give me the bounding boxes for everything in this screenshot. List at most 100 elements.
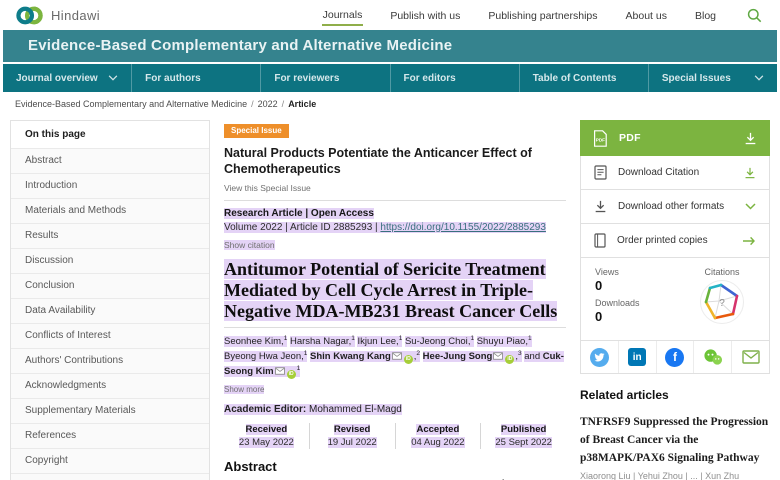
toc-item-conclusion[interactable]: Conclusion (11, 274, 209, 299)
share-linkedin-button[interactable]: in (617, 341, 656, 373)
email-author-icon[interactable] (391, 352, 402, 360)
breadcrumb: Evidence-Based Complementary and Alterna… (0, 92, 780, 114)
journal-title-banner: Evidence-Based Complementary and Alterna… (3, 30, 777, 62)
order-printed-copies-button[interactable]: Order printed copies (580, 224, 770, 258)
date-label: Accepted (416, 424, 460, 436)
orcid-icon[interactable]: iD (505, 355, 515, 364)
toc-item-related-articles[interactable]: Related Articles (11, 474, 209, 480)
related-article-title[interactable]: TNFRSF9 Suppressed the Progression of Br… (580, 416, 769, 464)
journal-title[interactable]: Evidence-Based Complementary and Alterna… (28, 37, 453, 54)
toc-header: On this page (11, 121, 209, 149)
content-area: On this page Abstract Introduction Materia… (0, 114, 780, 480)
author-su-jeong-choi[interactable]: Su-Jeong Choi,1 (404, 335, 475, 348)
doi-link[interactable]: https://doi.org/10.1155/2022/2885293 (380, 221, 546, 233)
toc-item-abstract[interactable]: Abstract (11, 149, 209, 174)
search-button[interactable] (747, 8, 762, 23)
author-ikjun-lee[interactable]: Ikjun Lee,1 (357, 335, 403, 348)
special-issue-title[interactable]: Natural Products Potentiate the Anticanc… (224, 146, 532, 177)
share-wechat-button[interactable] (693, 341, 731, 373)
orcid-icon[interactable]: iD (403, 355, 413, 364)
journal-nav-label: Special Issues (661, 72, 731, 84)
topnav-item-journals[interactable]: Journals (321, 5, 364, 26)
toc-item-copyright[interactable]: Copyright (11, 449, 209, 474)
email-author-icon[interactable] (493, 352, 504, 360)
breadcrumb-separator: / (281, 99, 285, 109)
journal-nav-label: Journal overview (16, 72, 98, 84)
journal-nav-for-editors[interactable]: For editors (389, 64, 519, 92)
related-article-authors: Xiaorong Liu | Yehui Zhou | ... | Xun Zh… (580, 471, 740, 480)
show-more-link[interactable]: Show more (224, 385, 265, 395)
dimensions-citation-badge[interactable]: ? (699, 279, 745, 330)
article-id-line: Volume 2022 | Article ID 2885293 | https… (224, 221, 566, 233)
topnav-item-about-us[interactable]: About us (625, 9, 667, 22)
breadcrumb-link[interactable]: 2022 (257, 99, 278, 109)
date-accepted: Accepted 04 Aug 2022 (394, 423, 481, 450)
date-value: 25 Sept 2022 (495, 437, 552, 449)
journal-nav-table-of-contents[interactable]: Table of Contents (518, 64, 648, 92)
toc-item-acknowledgments[interactable]: Acknowledgments (11, 374, 209, 399)
date-label: Received (245, 424, 288, 436)
breadcrumb-link[interactable]: Evidence-Based Complementary and Alterna… (15, 99, 248, 109)
share-email-button[interactable] (731, 341, 769, 373)
topnav-item-publishing-partnerships[interactable]: Publishing partnerships (488, 9, 598, 22)
academic-editor-name[interactable]: Mohammed El-Magd (309, 404, 402, 416)
download-citation-button[interactable]: Download Citation (580, 156, 770, 190)
author-harsha-nagar[interactable]: Harsha Nagar,1 (289, 335, 355, 348)
book-icon (594, 233, 606, 248)
topnav-item-blog[interactable]: Blog (694, 9, 716, 22)
order-printed-copies-label: Order printed copies (617, 235, 708, 246)
show-citation-link[interactable]: Show citation (224, 239, 275, 250)
toc-item-references[interactable]: References (11, 424, 209, 449)
author-hee-jung-song[interactable]: Hee-Jung Song iD ,3 (422, 349, 522, 364)
facebook-icon: f (665, 347, 685, 367)
on-this-page-sidebar: On this page Abstract Introduction Materia… (10, 120, 210, 480)
journal-nav-for-reviewers[interactable]: For reviewers (260, 64, 389, 92)
share-facebook-button[interactable]: f (655, 341, 694, 373)
hindawi-rings-icon (15, 4, 44, 27)
twitter-icon (589, 347, 609, 367)
author-shin-kwang-kang[interactable]: Shin Kwang Kang iD ,2 (310, 349, 421, 364)
linkedin-icon: in (628, 348, 647, 366)
author-byeong-hwa-jeon[interactable]: Byeong Hwa Jeon,1 (224, 349, 308, 362)
date-value: 19 Jul 2022 (327, 437, 377, 449)
toc-item-authors-contributions[interactable]: Authors' Contributions (11, 349, 209, 374)
pdf-download-button[interactable]: PDF PDF (580, 120, 770, 156)
abstract-heading: Abstract (224, 459, 277, 475)
citations-badge-text: ? (719, 298, 725, 309)
download-other-formats-button[interactable]: Download other formats (580, 190, 770, 224)
divider (224, 199, 566, 201)
email-share-icon (741, 350, 760, 364)
journal-nav-special-issues[interactable]: Special Issues (647, 64, 777, 92)
email-author-icon[interactable] (274, 367, 285, 375)
journal-nav-for-authors[interactable]: For authors (131, 64, 260, 92)
hindawi-logo[interactable]: Hindawi (15, 4, 100, 27)
downloads-label: Downloads (595, 298, 640, 308)
views-label: Views (595, 267, 619, 277)
author-shuyu-piao[interactable]: Shuyu Piao,1 (476, 335, 532, 348)
toc-item-results[interactable]: Results (11, 224, 209, 249)
toc-items: Abstract Introduction Materials and Method… (11, 149, 209, 480)
journal-nav-label: For authors (145, 72, 201, 84)
journal-navigation: Journal overview For authors For reviewers… (3, 64, 777, 92)
journal-nav-label: Table of Contents (532, 72, 617, 84)
toc-item-discussion[interactable]: Discussion (11, 249, 209, 274)
toc-item-supplementary-materials[interactable]: Supplementary Materials (11, 399, 209, 424)
related-articles-list: TNFRSF9 Suppressed the Progression of Br… (580, 414, 770, 480)
download-icon-green (744, 167, 756, 179)
orcid-icon[interactable]: iD (286, 370, 296, 380)
article-title: Antitumor Potential of Sericite Treatmen… (224, 258, 558, 321)
date-received: Received 23 May 2022 (224, 423, 309, 449)
toc-item-data-availability[interactable]: Data Availability (11, 299, 209, 324)
toc-item-materials-and-methods[interactable]: Materials and Methods (11, 199, 209, 224)
topnav-item-publish-with-us[interactable]: Publish with us (390, 9, 461, 22)
view-special-issue-link[interactable]: View this Special Issue (224, 182, 311, 193)
journal-nav-journal-overview[interactable]: Journal overview (3, 64, 131, 92)
chevron-down-icon (754, 75, 764, 81)
brand-name: Hindawi (51, 7, 101, 23)
dates-table: Received 23 May 2022 Revised 19 Jul 2022 Acc… (224, 423, 566, 450)
journal-nav-label: For editors (403, 72, 456, 84)
share-twitter-button[interactable] (581, 341, 618, 373)
toc-item-conflicts-of-interest[interactable]: Conflicts of Interest (11, 324, 209, 349)
author-seonhee-kim[interactable]: Seonhee Kim,1 (224, 335, 288, 348)
toc-item-introduction[interactable]: Introduction (11, 174, 209, 199)
